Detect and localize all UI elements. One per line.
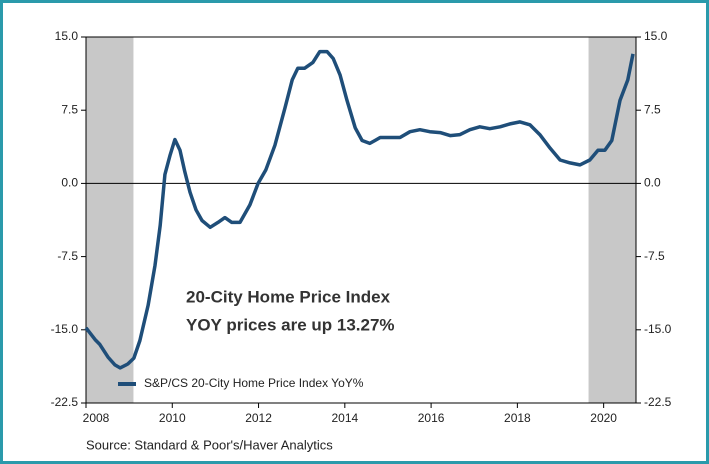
shaded-period [86,37,134,403]
y2-tick-label: -22.5 [644,395,672,409]
plot-border [85,36,637,404]
shaded-period [588,37,636,403]
y-tick-label: -7.5 [57,249,78,263]
y2-tick-label: -7.5 [644,249,665,263]
annotation: 20-City Home Price Index [186,287,391,306]
x-tick-label: 2016 [418,411,445,425]
x-tick-label: 2020 [590,411,617,425]
x-tick-label: 2018 [504,411,531,425]
y2-tick-label: 0.0 [644,176,661,190]
y2-tick-label: 7.5 [644,102,661,116]
y-tick-label: 0.0 [61,176,78,190]
y-tick-label: -22.5 [51,395,79,409]
source: Source: Standard & Poor's/Haver Analytic… [86,437,333,452]
legend-label: S&P/CS 20-City Home Price Index YoY% [144,376,364,390]
x-tick-label: 2012 [245,411,272,425]
y-tick-label: 7.5 [61,102,78,116]
x-tick-label: 2014 [331,411,358,425]
y-tick-label: 15.0 [55,29,79,43]
x-tick-label: 2010 [159,411,186,425]
annotation: YOY prices are up 13.27% [186,315,395,334]
y2-tick-label: 15.0 [644,29,668,43]
x-tick-label: 2008 [83,411,110,425]
y2-tick-label: -15.0 [644,322,672,336]
y-tick-label: -15.0 [51,322,79,336]
series-line [84,49,635,370]
